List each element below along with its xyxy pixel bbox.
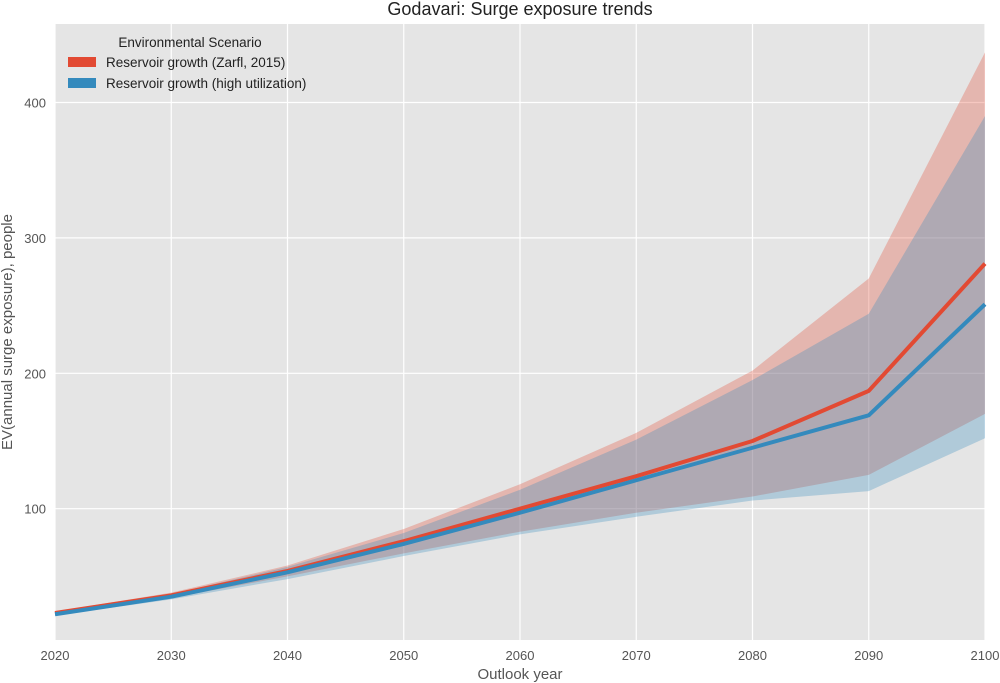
- legend-label-zarfl: Reservoir growth (Zarfl, 2015): [106, 55, 285, 70]
- y-axis-ticks: 100 200 300 400: [24, 96, 46, 517]
- y-tick-label: 100: [24, 502, 46, 517]
- y-tick-label: 200: [24, 366, 46, 381]
- y-tick-label: 300: [24, 231, 46, 246]
- x-tick-label: 2030: [157, 648, 186, 663]
- series-lines: [54, 262, 987, 617]
- x-tick-label: 2040: [273, 648, 302, 663]
- x-axis-ticks: 2020 2030 2040 2050 2060 2070 2080 2090 2100: [41, 648, 1000, 663]
- x-tick-label: 2100: [971, 648, 1000, 663]
- y-tick-label: 400: [24, 96, 46, 111]
- x-tick-label: 2070: [622, 648, 651, 663]
- x-tick-label: 2020: [41, 648, 70, 663]
- y-axis-label: EV(annual surge exposure), people: [0, 214, 16, 450]
- series-line-1: [54, 302, 987, 617]
- legend-swatch-zarfl: [68, 57, 96, 67]
- confidence-band-0: [55, 52, 985, 615]
- x-axis-label: Outlook year: [477, 666, 562, 683]
- legend-title: Environmental Scenario: [118, 35, 261, 50]
- legend-label-high-utilization: Reservoir growth (high utilization): [106, 76, 306, 91]
- x-tick-label: 2050: [389, 648, 418, 663]
- x-tick-label: 2060: [506, 648, 535, 663]
- legend: Environmental Scenario Reservoir growth …: [68, 35, 306, 91]
- x-tick-label: 2080: [738, 648, 767, 663]
- legend-swatch-high-utilization: [68, 78, 96, 88]
- x-tick-label: 2090: [854, 648, 883, 663]
- confidence-band-1: [55, 116, 985, 616]
- chart-title: Godavari: Surge exposure trends: [387, 0, 652, 19]
- confidence-bands: [55, 52, 985, 616]
